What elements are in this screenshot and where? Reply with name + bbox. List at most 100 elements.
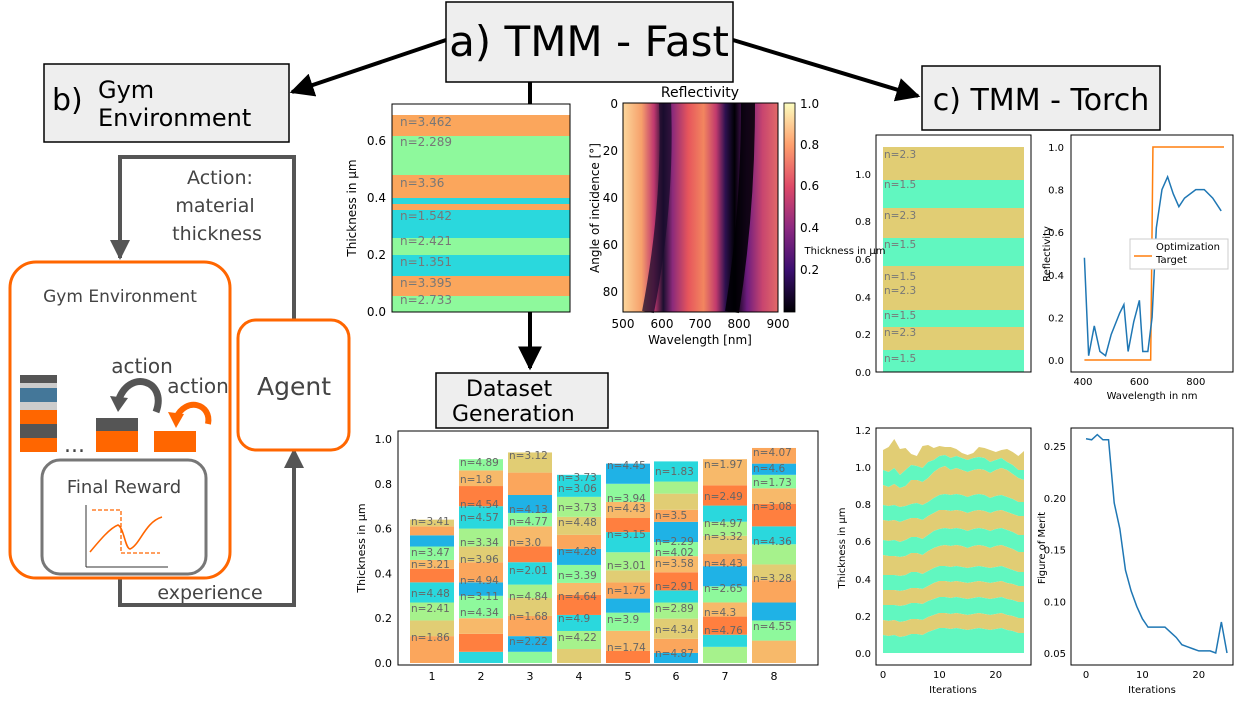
stack-a-ytick: 0.6 — [367, 134, 386, 148]
cbar-tick-4: 0.2 — [800, 263, 819, 277]
dataset-bar-layer — [606, 552, 650, 571]
action-line2: material — [175, 195, 254, 217]
torch-reflectivity-plot: Optimization Target 0.0 0.2 0.4 0.6 0.8 1.0 400 6… — [1042, 134, 1234, 402]
dataset-bar-layer — [752, 463, 796, 475]
title-tmm-torch: c) TMM - Torch — [933, 83, 1150, 118]
dataset-ytick: 1.0 — [375, 433, 393, 446]
title-gym-line1: Gym — [98, 76, 154, 104]
dataset-bar-label: n=4.94 — [460, 575, 499, 587]
dataset-bar-layer — [654, 493, 698, 510]
dataset-bar-layer — [410, 568, 454, 583]
dataset-bar-label: n=3.28 — [753, 573, 792, 585]
iteration-layer-band — [883, 494, 1024, 522]
dataset-bar-layer — [459, 486, 503, 507]
dataset-bar-layer — [654, 638, 698, 653]
heatmap-plot: Reflectivity 1.0 0.8 0.6 0.4 0.2 0 20 40… — [588, 85, 819, 347]
dataset-bar-label: n=2.49 — [704, 491, 743, 503]
dataset-bar-label: n=2.41 — [411, 603, 450, 615]
dataset-bar-label: n=3.73 — [558, 502, 597, 514]
action-label-1: action — [111, 354, 173, 378]
dataset-bar-layer — [410, 559, 454, 569]
iteration-layer-band — [883, 613, 1024, 637]
stack-a-layer — [392, 204, 570, 210]
torch-refl-ytick: 0.8 — [1048, 186, 1064, 197]
dataset-bar-label: n=3.5 — [655, 510, 687, 522]
dataset-xtick: 5 — [625, 670, 632, 683]
dataset-bar-layer — [557, 630, 601, 649]
dataset-bar-label: n=4.54 — [460, 499, 499, 511]
dataset-bar-layer — [508, 598, 552, 616]
dataset-bar-layer — [557, 496, 601, 517]
torch-stack-layer — [883, 238, 1024, 266]
heat-ytick-1: 20 — [603, 144, 618, 158]
torch-iter-xtick: 0 — [880, 670, 886, 681]
torch-stack-ytick: 0.2 — [855, 330, 871, 341]
dataset-bar-layer — [459, 506, 503, 529]
dataset-bar-layer — [508, 651, 552, 663]
dataset-bar-layer — [606, 518, 650, 533]
stack-a-label: n=1.542 — [400, 209, 452, 223]
legend-box — [1129, 238, 1229, 270]
dataset-bar-layer — [459, 528, 503, 547]
torch-stack-layer — [883, 350, 1024, 372]
dataset-bar-label: n=3.73 — [558, 472, 597, 484]
dataset-bar-layer — [410, 519, 454, 527]
dataset-bar-layer — [752, 564, 796, 581]
torch-stack-layer — [883, 327, 1024, 350]
dataset-bar-layer — [654, 572, 698, 591]
dataset-bar-layer — [410, 620, 454, 637]
title-tmm-fast: a) TMM - Fast — [449, 17, 729, 66]
heat-xtick-2: 700 — [689, 317, 712, 331]
fom-curve — [1085, 433, 1228, 655]
torch-fom-xtick: 0 — [1083, 670, 1089, 681]
title-box-gym: b) Gym Environment — [43, 63, 290, 143]
dataset-bar-label: n=4.43 — [704, 558, 743, 570]
action-line1: Action: — [187, 167, 253, 189]
stack-a-label: n=3.395 — [400, 276, 452, 290]
torch-stack-label: n=1.5 — [884, 271, 916, 283]
arrow-to-gym — [289, 38, 447, 97]
torch-refl-frame — [1070, 134, 1234, 373]
dataset-bar-layer — [459, 546, 503, 563]
stack-a-ytick: 0.2 — [367, 248, 386, 262]
dataset-bar-layer — [606, 650, 650, 663]
torch-iter-ytick: 0.4 — [855, 575, 871, 586]
dataset-bar-label: n=2.22 — [509, 636, 548, 648]
torch-iter-ytick: 0.8 — [855, 500, 871, 511]
dataset-bar-layer — [654, 481, 698, 494]
torch-stack-layer — [883, 180, 1024, 208]
dataset-bar-layer — [459, 633, 503, 652]
dataset-bar-layer — [703, 505, 747, 522]
dataset-bar-layer — [703, 602, 747, 617]
dataset-bar-label: n=2.29 — [655, 536, 694, 548]
stack-a-label: n=2.421 — [400, 234, 452, 248]
dataset-bar-label: n=4.02 — [655, 547, 694, 559]
torch-stack-frame — [875, 134, 1032, 373]
experience-label: experience — [157, 582, 262, 604]
dataset-bar-layer — [752, 620, 796, 641]
stack-a-layer — [392, 255, 570, 276]
dataset-bar-layer — [752, 580, 796, 603]
dataset-ylabel: Thickness in µm — [355, 503, 368, 593]
torch-fom-plot: 0.05 0.10 0.15 0.20 0.25 0 10 20 Iterations Figur… — [1037, 427, 1234, 696]
heatmap-title: Reflectivity — [661, 85, 739, 101]
dataset-bar-layer — [654, 556, 698, 573]
dataset-bar-layer — [557, 534, 601, 549]
torch-fom-ytick: 0.15 — [1044, 546, 1066, 557]
dataset-bar-layer — [557, 516, 601, 535]
dataset-bar-layer — [654, 542, 698, 557]
dataset-bar-layer — [606, 483, 650, 502]
torch-refl-xtick: 600 — [1130, 377, 1149, 388]
dataset-bar-layer — [703, 616, 747, 635]
title-gym-line2: Environment — [98, 104, 251, 132]
iteration-layer-band — [883, 510, 1024, 542]
mini-reward-plot — [85, 505, 168, 568]
dataset-xtick: 7 — [722, 670, 729, 683]
torch-stack-layer — [883, 147, 1024, 180]
loop-arrow-experience — [118, 448, 304, 607]
dataset-bar-label: n=1.97 — [704, 459, 743, 471]
gym-panel: Action: material thickness Gym Environme… — [8, 155, 351, 607]
torch-stack-ytick: 0.6 — [855, 255, 871, 266]
dataset-bar-label: n=3.96 — [460, 554, 499, 566]
dataset-bar-label: n=1.75 — [607, 585, 646, 597]
